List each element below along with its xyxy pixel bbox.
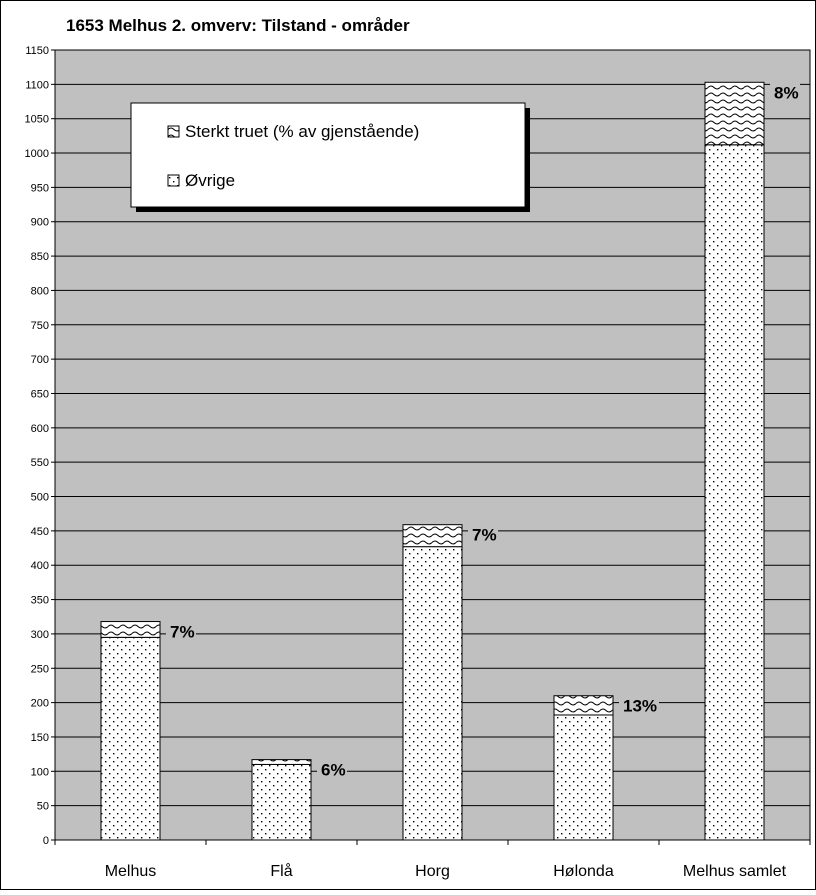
bar-sterkt-truet-1 [251, 759, 312, 765]
bar-ovrige-1 [251, 763, 312, 841]
bar-sterkt-truet-3 [553, 695, 614, 716]
data-label-bg-0 [166, 622, 196, 643]
bar-ovrige-3 [553, 714, 614, 841]
legend: Sterkt truet (% av gjenstående) Øvrige [130, 102, 530, 212]
x-category-label-3: Hølonda [553, 863, 614, 880]
data-label-1: 6% [321, 761, 346, 780]
data-label-bg-2 [468, 525, 498, 546]
x-axis-categories: Melhus Flå Horg Hølonda Melhus samlet [54, 840, 811, 880]
y-axis-ticks: 0 50 100 150 200 250 300 350 400 450 500 550 600 650 7… [25, 45, 55, 847]
ytick-label-0: 0 [43, 835, 49, 847]
bar-ovrige-4 [704, 144, 765, 841]
ytick-label-500: 500 [31, 492, 49, 504]
ytick-label-700: 700 [31, 354, 49, 366]
ytick-label-450: 450 [31, 526, 49, 538]
data-label-2: 7% [472, 526, 497, 545]
x-category-label-4: Melhus samlet [683, 863, 787, 880]
legend-label-sterkt-truet: Sterkt truet (% av gjenstående) [185, 122, 419, 141]
ytick-label-650: 650 [31, 388, 49, 400]
ytick-label-550: 550 [31, 457, 49, 469]
data-label-3: 13% [623, 697, 657, 716]
ytick-label-900: 900 [31, 217, 49, 229]
bar-ovrige-0 [100, 636, 161, 841]
bar-sterkt-truet-0 [100, 621, 161, 638]
bar-sterkt-truet-4 [704, 81, 765, 146]
x-category-label-0: Melhus [105, 863, 157, 880]
x-category-label-1: Flå [270, 862, 292, 880]
ytick-label-350: 350 [31, 595, 49, 607]
ytick-label-200: 200 [31, 698, 49, 710]
ytick-label-600: 600 [31, 423, 49, 435]
ytick-label-150: 150 [31, 732, 49, 744]
data-label-0: 7% [170, 623, 195, 642]
data-label-4: 8% [774, 83, 799, 102]
data-label-bg-3 [619, 696, 659, 717]
ytick-label-100: 100 [31, 766, 49, 778]
legend-label-ovrige: Øvrige [185, 171, 235, 190]
ytick-label-950: 950 [31, 182, 49, 194]
ytick-label-300: 300 [31, 629, 49, 641]
data-labels: 7% 6% 7% 13% 8% [166, 83, 800, 781]
ytick-label-1000: 1000 [25, 148, 49, 160]
ytick-label-750: 750 [31, 320, 49, 332]
bar-ovrige-2 [402, 546, 463, 841]
data-label-bg-1 [317, 760, 347, 781]
x-category-label-2: Horg [415, 863, 450, 880]
legend-box [130, 102, 526, 208]
data-label-bg-4 [770, 83, 800, 104]
ytick-label-400: 400 [31, 560, 49, 572]
ytick-label-1100: 1100 [25, 79, 49, 91]
legend-swatch-sterkt-truet [167, 125, 180, 138]
ytick-label-1150: 1150 [25, 45, 49, 57]
ytick-label-50: 50 [37, 801, 49, 813]
chart-title: 1653 Melhus 2. omverv: Tilstand - område… [66, 16, 410, 35]
ytick-label-250: 250 [31, 663, 49, 675]
legend-swatch-ovrige [167, 174, 180, 187]
ytick-label-800: 800 [31, 285, 49, 297]
ytick-label-1050: 1050 [25, 114, 49, 126]
bar-sterkt-truet-2 [402, 524, 463, 548]
ytick-label-850: 850 [31, 251, 49, 263]
